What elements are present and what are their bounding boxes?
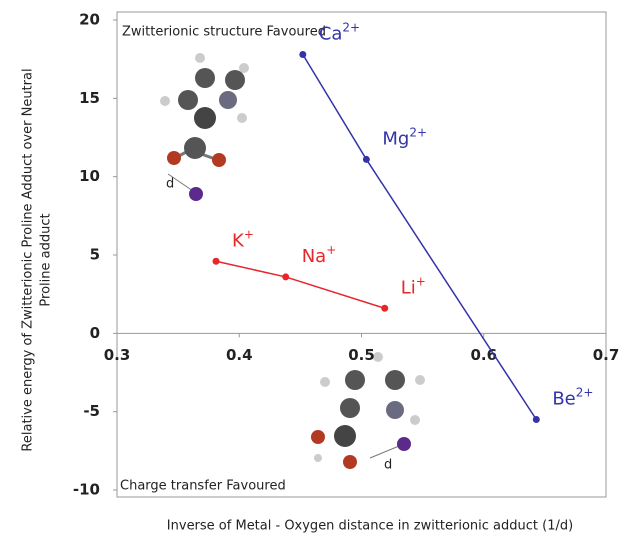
y-tick-label: 15 [79,89,100,107]
x-tick-label: 0.6 [470,346,497,364]
x-tick-label: 0.7 [593,346,620,364]
data-point [299,51,306,58]
point-label-charge: + [326,242,336,256]
molecule-top: d [160,53,249,201]
chart: d d Zwitterionic structure Favoured Char… [0,0,624,538]
y-tick-label: -5 [83,402,100,420]
y-tick-label: 0 [90,324,100,342]
y-axis-label: Proline adduct [39,213,54,306]
y-axis-label: Relative energy of Zwitterionic Proline … [21,68,36,451]
point-label-name: Be [552,389,575,410]
x-tick-label: 0.5 [348,346,375,364]
point-label: K+ [232,227,254,252]
series-line [216,261,385,308]
point-label-charge: 2+ [576,385,594,399]
x-tick-label: 0.4 [226,346,253,364]
y-tick-label: 20 [79,11,100,29]
annotation: Charge transfer Favoured [120,479,286,494]
data-point [363,156,370,163]
data-point [213,258,220,265]
molecule-bottom: d [311,352,425,473]
y-tick-label: -10 [73,481,100,499]
series-line [303,54,536,419]
point-label-name: Li [401,277,416,298]
point-label-charge: + [244,227,254,241]
x-axis-label: Inverse of Metal - Oxygen distance in zw… [167,519,573,534]
point-label-name: Mg [382,128,409,149]
data-point [533,416,540,423]
point-label: Be2+ [552,385,593,410]
point-label-name: Ca [319,23,343,44]
data-point [282,273,289,280]
x-tick-label: 0.3 [104,346,131,364]
y-tick-label: 10 [79,167,100,185]
point-label-charge: + [416,274,426,288]
point-label-name: Na [302,246,327,267]
point-label-charge: 2+ [409,125,427,139]
y-tick-label: 5 [90,246,100,264]
point-label: Ca2+ [319,20,360,45]
point-label: Li+ [401,274,426,299]
annotation: d [384,458,392,473]
point-label-charge: 2+ [342,20,360,34]
annotation: d [166,177,174,192]
point-label: Mg2+ [382,125,427,150]
data-point [381,305,388,312]
point-label: Na+ [302,242,337,267]
annotation: Zwitterionic structure Favoured [122,25,326,40]
plot-frame [117,12,606,497]
